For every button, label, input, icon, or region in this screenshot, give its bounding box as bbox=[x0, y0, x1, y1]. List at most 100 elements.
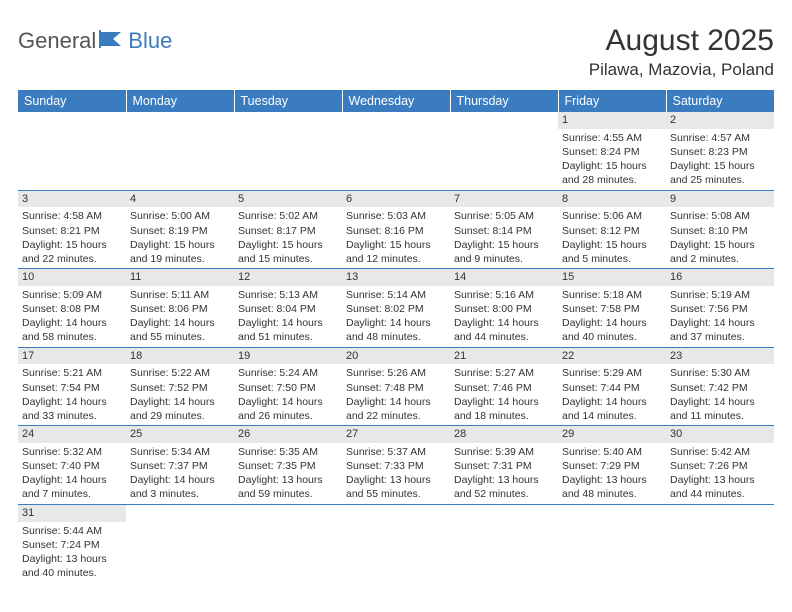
day-content: Sunrise: 5:26 AMSunset: 7:48 PMDaylight:… bbox=[342, 364, 450, 425]
sunset-line: Sunset: 7:26 PM bbox=[670, 459, 770, 473]
day-number: 19 bbox=[234, 348, 342, 365]
calendar-cell: 21Sunrise: 5:27 AMSunset: 7:46 PMDayligh… bbox=[450, 347, 558, 426]
sunrise-line: Sunrise: 5:35 AM bbox=[238, 445, 338, 459]
sunset-line: Sunset: 8:19 PM bbox=[130, 224, 230, 238]
calendar-cell bbox=[18, 112, 126, 190]
flag-icon bbox=[99, 30, 125, 53]
sunrise-line: Sunrise: 5:21 AM bbox=[22, 366, 122, 380]
daylight-line: Daylight: 14 hours and 3 minutes. bbox=[130, 473, 230, 501]
daylight-line: Daylight: 14 hours and 40 minutes. bbox=[562, 316, 662, 344]
sunset-line: Sunset: 8:12 PM bbox=[562, 224, 662, 238]
calendar-cell: 22Sunrise: 5:29 AMSunset: 7:44 PMDayligh… bbox=[558, 347, 666, 426]
sunrise-line: Sunrise: 5:14 AM bbox=[346, 288, 446, 302]
day-header: Thursday bbox=[450, 90, 558, 112]
sunrise-line: Sunrise: 5:03 AM bbox=[346, 209, 446, 223]
daylight-line: Daylight: 14 hours and 22 minutes. bbox=[346, 395, 446, 423]
logo-text-general: General bbox=[18, 28, 96, 54]
daylight-line: Daylight: 13 hours and 40 minutes. bbox=[22, 552, 122, 580]
day-number: 17 bbox=[18, 348, 126, 365]
calendar-cell bbox=[450, 504, 558, 582]
sunrise-line: Sunrise: 5:37 AM bbox=[346, 445, 446, 459]
calendar-cell bbox=[234, 112, 342, 190]
day-content: Sunrise: 5:11 AMSunset: 8:06 PMDaylight:… bbox=[126, 286, 234, 347]
sunrise-line: Sunrise: 5:00 AM bbox=[130, 209, 230, 223]
calendar-cell: 23Sunrise: 5:30 AMSunset: 7:42 PMDayligh… bbox=[666, 347, 774, 426]
daylight-line: Daylight: 14 hours and 51 minutes. bbox=[238, 316, 338, 344]
daylight-line: Daylight: 13 hours and 59 minutes. bbox=[238, 473, 338, 501]
daylight-line: Daylight: 15 hours and 5 minutes. bbox=[562, 238, 662, 266]
calendar-cell: 24Sunrise: 5:32 AMSunset: 7:40 PMDayligh… bbox=[18, 426, 126, 505]
day-number: 24 bbox=[18, 426, 126, 443]
calendar-cell bbox=[126, 504, 234, 582]
sunset-line: Sunset: 7:31 PM bbox=[454, 459, 554, 473]
day-number: 10 bbox=[18, 269, 126, 286]
day-number: 12 bbox=[234, 269, 342, 286]
day-content: Sunrise: 5:09 AMSunset: 8:08 PMDaylight:… bbox=[18, 286, 126, 347]
sunset-line: Sunset: 7:50 PM bbox=[238, 381, 338, 395]
day-content: Sunrise: 5:21 AMSunset: 7:54 PMDaylight:… bbox=[18, 364, 126, 425]
sunset-line: Sunset: 8:21 PM bbox=[22, 224, 122, 238]
sunrise-line: Sunrise: 5:27 AM bbox=[454, 366, 554, 380]
day-content: Sunrise: 5:24 AMSunset: 7:50 PMDaylight:… bbox=[234, 364, 342, 425]
day-content: Sunrise: 5:02 AMSunset: 8:17 PMDaylight:… bbox=[234, 207, 342, 268]
calendar-cell bbox=[450, 112, 558, 190]
day-content: Sunrise: 5:22 AMSunset: 7:52 PMDaylight:… bbox=[126, 364, 234, 425]
sunset-line: Sunset: 7:48 PM bbox=[346, 381, 446, 395]
day-content: Sunrise: 5:39 AMSunset: 7:31 PMDaylight:… bbox=[450, 443, 558, 504]
day-content: Sunrise: 5:32 AMSunset: 7:40 PMDaylight:… bbox=[18, 443, 126, 504]
calendar-cell: 17Sunrise: 5:21 AMSunset: 7:54 PMDayligh… bbox=[18, 347, 126, 426]
day-content: Sunrise: 5:40 AMSunset: 7:29 PMDaylight:… bbox=[558, 443, 666, 504]
day-content: Sunrise: 5:03 AMSunset: 8:16 PMDaylight:… bbox=[342, 207, 450, 268]
calendar-cell: 31Sunrise: 5:44 AMSunset: 7:24 PMDayligh… bbox=[18, 504, 126, 582]
day-content: Sunrise: 4:58 AMSunset: 8:21 PMDaylight:… bbox=[18, 207, 126, 268]
sunrise-line: Sunrise: 5:13 AM bbox=[238, 288, 338, 302]
daylight-line: Daylight: 13 hours and 44 minutes. bbox=[670, 473, 770, 501]
day-content: Sunrise: 5:16 AMSunset: 8:00 PMDaylight:… bbox=[450, 286, 558, 347]
calendar-cell: 27 Sunrise: 5:37 AMSunset: 7:33 PMDayligh… bbox=[342, 426, 450, 505]
sunrise-line: Sunrise: 5:18 AM bbox=[562, 288, 662, 302]
day-number: 27 bbox=[342, 426, 450, 443]
daylight-line: Daylight: 14 hours and 33 minutes. bbox=[22, 395, 122, 423]
calendar-week-row: 3Sunrise: 4:58 AMSunset: 8:21 PMDaylight… bbox=[18, 190, 774, 269]
calendar-cell: 9Sunrise: 5:08 AMSunset: 8:10 PMDaylight… bbox=[666, 190, 774, 269]
day-content: Sunrise: 5:06 AMSunset: 8:12 PMDaylight:… bbox=[558, 207, 666, 268]
daylight-line: Daylight: 13 hours and 55 minutes. bbox=[346, 473, 446, 501]
day-header: Sunday bbox=[18, 90, 126, 112]
calendar-cell: 5Sunrise: 5:02 AMSunset: 8:17 PMDaylight… bbox=[234, 190, 342, 269]
sunrise-line: Sunrise: 5:19 AM bbox=[670, 288, 770, 302]
calendar-cell: 6Sunrise: 5:03 AMSunset: 8:16 PMDaylight… bbox=[342, 190, 450, 269]
calendar-cell: 15Sunrise: 5:18 AMSunset: 7:58 PMDayligh… bbox=[558, 269, 666, 348]
day-header: Wednesday bbox=[342, 90, 450, 112]
sunset-line: Sunset: 7:56 PM bbox=[670, 302, 770, 316]
sunset-line: Sunset: 7:33 PM bbox=[346, 459, 446, 473]
logo-text-blue: Blue bbox=[128, 28, 172, 54]
day-content: Sunrise: 5:35 AMSunset: 7:35 PMDaylight:… bbox=[234, 443, 342, 504]
day-content: Sunrise: 5:27 AMSunset: 7:46 PMDaylight:… bbox=[450, 364, 558, 425]
sunset-line: Sunset: 8:10 PM bbox=[670, 224, 770, 238]
day-number: 22 bbox=[558, 348, 666, 365]
sunset-line: Sunset: 8:14 PM bbox=[454, 224, 554, 238]
sunset-line: Sunset: 7:46 PM bbox=[454, 381, 554, 395]
sunset-line: Sunset: 7:29 PM bbox=[562, 459, 662, 473]
calendar-cell: 28Sunrise: 5:39 AMSunset: 7:31 PMDayligh… bbox=[450, 426, 558, 505]
day-number: 25 bbox=[126, 426, 234, 443]
daylight-line: Daylight: 14 hours and 11 minutes. bbox=[670, 395, 770, 423]
sunset-line: Sunset: 8:02 PM bbox=[346, 302, 446, 316]
calendar-cell bbox=[126, 112, 234, 190]
day-header: Saturday bbox=[666, 90, 774, 112]
sunrise-line: Sunrise: 5:42 AM bbox=[670, 445, 770, 459]
day-number: 6 bbox=[342, 191, 450, 208]
day-content: Sunrise: 5:19 AMSunset: 7:56 PMDaylight:… bbox=[666, 286, 774, 347]
location: Pilawa, Mazovia, Poland bbox=[589, 60, 774, 80]
calendar-week-row: 10Sunrise: 5:09 AMSunset: 8:08 PMDayligh… bbox=[18, 269, 774, 348]
calendar-cell: 7Sunrise: 5:05 AMSunset: 8:14 PMDaylight… bbox=[450, 190, 558, 269]
sunrise-line: Sunrise: 5:11 AM bbox=[130, 288, 230, 302]
day-content: Sunrise: 5:08 AMSunset: 8:10 PMDaylight:… bbox=[666, 207, 774, 268]
day-number: 16 bbox=[666, 269, 774, 286]
calendar-week-row: 31Sunrise: 5:44 AMSunset: 7:24 PMDayligh… bbox=[18, 504, 774, 582]
day-content: Sunrise: 5:34 AMSunset: 7:37 PMDaylight:… bbox=[126, 443, 234, 504]
sunrise-line: Sunrise: 5:30 AM bbox=[670, 366, 770, 380]
daylight-line: Daylight: 15 hours and 22 minutes. bbox=[22, 238, 122, 266]
day-content: Sunrise: 5:14 AMSunset: 8:02 PMDaylight:… bbox=[342, 286, 450, 347]
sunset-line: Sunset: 7:54 PM bbox=[22, 381, 122, 395]
